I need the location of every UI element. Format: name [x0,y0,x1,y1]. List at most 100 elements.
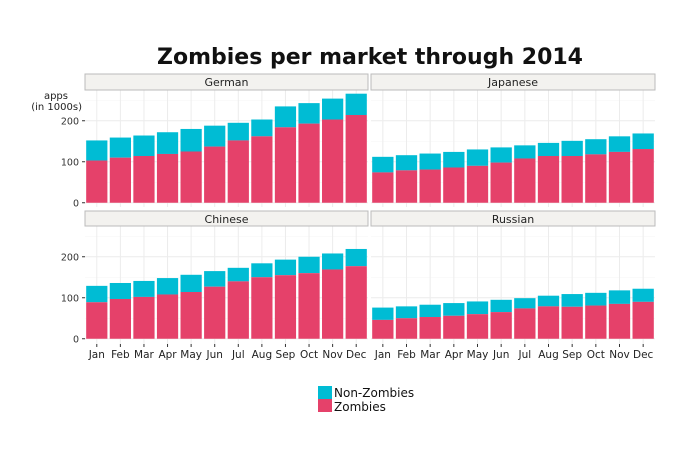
bar-non-zombies-chinese-apr [156,278,179,295]
panel-german [85,90,368,207]
bar-non-zombies-japanese-nov [608,136,631,152]
bar-zombies-chinese-oct [298,273,320,339]
bar-non-zombies-german-dec [345,93,367,116]
legend-swatch-zombies [318,399,332,412]
facet-label-russian: Russian [492,213,534,226]
x-tick-label: Jan [374,349,391,361]
y-tick-label: 100 [61,293,79,304]
bar-zombies-chinese-aug [251,277,273,339]
bar-non-zombies-german-mar [133,135,155,157]
facet-label-german: German [204,76,248,89]
x-tick-label: Jun [492,349,509,361]
bar-non-zombies-japanese-sep [561,140,583,157]
x-tick-label: Apr [445,349,464,361]
bar-zombies-german-sep [274,127,297,203]
bar-zombies-russian-oct [585,305,607,339]
panel-chinese [85,226,368,344]
x-tick-label: May [180,349,202,361]
chart-title: Zombies per market through 2014 [157,45,583,70]
bar-zombies-russian-sep [561,306,583,339]
bar-zombies-german-feb [109,157,131,203]
facet-strip-chinese [84,210,369,227]
bar-non-zombies-japanese-aug [537,142,560,157]
facet-strip-japanese [370,73,656,91]
legend-label-zombies: Zombies [334,400,386,414]
bar-non-zombies-chinese-feb [109,282,131,299]
bar-zombies-german-mar [133,156,155,203]
bar-zombies-russian-jun [490,312,512,339]
bar-zombies-german-jan [86,160,108,203]
bar-non-zombies-german-may [180,128,202,152]
x-tick-label: Dec [633,349,654,361]
facet-strip-german [84,73,369,91]
bar-zombies-german-jul [227,140,249,203]
x-tick-label: Feb [111,349,130,361]
bar-non-zombies-german-jun [204,125,226,147]
bar-zombies-russian-may [466,314,489,339]
bar-non-zombies-japanese-dec [632,133,654,150]
bar-zombies-chinese-sep [274,275,297,339]
bar-non-zombies-japanese-feb [395,155,418,171]
bar-zombies-chinese-nov [322,269,344,339]
x-tick-label: Oct [587,349,605,361]
bar-zombies-japanese-aug [537,156,560,203]
x-tick-label: Jun [206,349,223,361]
bar-zombies-japanese-apr [443,167,465,203]
facet-label-chinese: Chinese [205,213,249,226]
bar-zombies-chinese-may [180,292,202,339]
x-tick-label: Jul [231,349,245,361]
bar-non-zombies-german-feb [109,137,131,158]
bar-non-zombies-chinese-nov [322,253,344,270]
bar-zombies-japanese-mar [419,169,441,203]
bar-zombies-chinese-jul [227,281,249,339]
bar-non-zombies-chinese-jun [204,271,226,287]
bar-non-zombies-russian-feb [395,306,418,319]
bar-non-zombies-chinese-jul [227,267,249,282]
bar-zombies-japanese-nov [608,151,631,203]
bar-zombies-russian-jul [514,308,536,339]
facet-label-japanese: Japanese [487,76,538,89]
bar-zombies-japanese-may [466,165,489,203]
x-tick-label: Sep [276,349,296,361]
bar-non-zombies-chinese-aug [251,263,273,278]
bar-zombies-german-jun [204,146,226,203]
x-tick-label: Nov [609,349,630,361]
bar-zombies-german-nov [322,119,344,203]
x-tick-label: May [467,349,489,361]
bar-non-zombies-chinese-may [180,274,202,293]
x-tick-label: Aug [252,349,273,361]
bar-zombies-german-dec [345,115,367,203]
bar-non-zombies-japanese-jan [372,156,394,173]
bar-zombies-japanese-oct [585,154,607,203]
bar-zombies-japanese-jan [372,172,394,203]
facet-strip-russian [370,210,656,227]
x-tick-label: Mar [134,349,154,361]
bar-zombies-chinese-jan [86,302,108,339]
x-tick-label: Sep [562,349,582,361]
bar-non-zombies-german-nov [322,98,344,120]
x-tick-label: Jan [88,349,105,361]
bar-non-zombies-russian-apr [443,303,465,316]
y-tick-label: 100 [61,157,79,168]
bar-zombies-russian-dec [632,301,654,339]
x-tick-label: Oct [300,349,318,361]
bar-zombies-german-apr [156,153,179,203]
x-tick-label: Dec [346,349,367,361]
bar-non-zombies-japanese-jun [490,147,512,163]
bar-non-zombies-russian-dec [632,288,654,302]
y-tick-label: 200 [61,116,79,127]
bar-zombies-chinese-apr [156,294,179,339]
bar-non-zombies-russian-sep [561,294,583,307]
bar-zombies-japanese-dec [632,149,654,203]
bar-zombies-russian-feb [395,318,418,339]
y-axis-label-line2: (in 1000s) [31,102,82,113]
bar-zombies-chinese-dec [345,266,367,339]
bar-non-zombies-japanese-oct [585,139,607,155]
x-tick-label: Apr [158,349,177,361]
bar-zombies-japanese-sep [561,156,583,203]
bar-non-zombies-russian-may [466,301,489,315]
bar-zombies-chinese-mar [133,296,155,339]
x-tick-label: Jul [517,349,531,361]
